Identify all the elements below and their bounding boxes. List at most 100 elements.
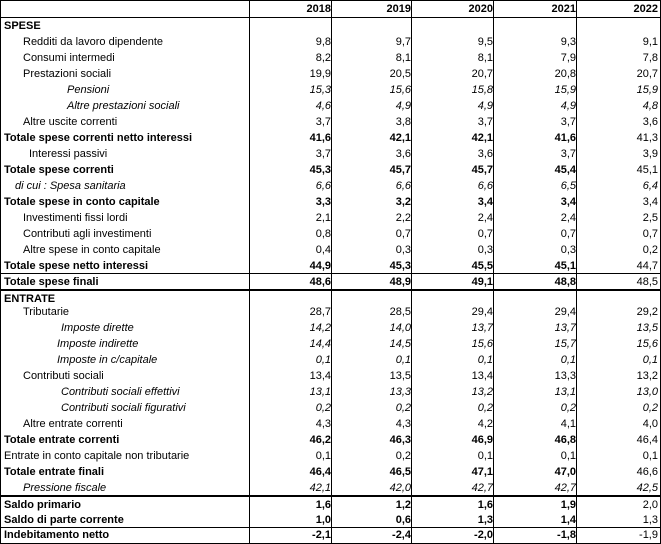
table-row: Contributi sociali effettivi 13,1 13,3 1… [1, 384, 660, 400]
cell-value: 45,1 [636, 164, 658, 176]
total-row: Totale spese in conto capitale 3,3 3,2 3… [1, 194, 660, 210]
cell-value: 8,2 [315, 52, 331, 64]
cell-value: 3,4 [560, 196, 576, 208]
cell-value: 3,4 [477, 196, 493, 208]
cell-value: 42,0 [389, 482, 411, 494]
cell-value: 13,5 [636, 322, 658, 334]
row-divider [1, 273, 660, 274]
cell-value: 6,5 [560, 180, 576, 192]
cell-value: 4,8 [642, 100, 658, 112]
column-divider [411, 1, 412, 543]
cell-value: 20,5 [389, 68, 411, 80]
year-header: 2020 [468, 3, 493, 15]
cell-value: 1,6 [477, 499, 493, 511]
table-row: Imposte indirette 14,4 14,5 15,6 15,7 15… [1, 336, 660, 352]
cell-value: 13,1 [554, 386, 576, 398]
table-row: Contributi agli investimenti 0,8 0,7 0,7… [1, 226, 660, 242]
cell-value: 4,0 [642, 418, 658, 430]
cell-value: 2,5 [642, 212, 658, 224]
cell-value: 48,9 [389, 276, 411, 288]
cell-value: 13,2 [471, 386, 493, 398]
row-label: ENTRATE [4, 293, 56, 305]
table-row: Altre entrate correnti 4,3 4,3 4,2 4,1 4… [1, 416, 660, 432]
cell-value: 0,1 [560, 450, 576, 462]
cell-value: 0,3 [395, 244, 411, 256]
cell-value: 0,1 [642, 354, 658, 366]
cell-value: 1,6 [315, 499, 331, 511]
cell-value: 3,6 [477, 148, 493, 160]
cell-value: 8,1 [477, 52, 493, 64]
cell-value: 6,6 [315, 180, 331, 192]
cell-value: 14,5 [389, 338, 411, 350]
cell-value: 0,2 [560, 402, 576, 414]
row-label: SPESE [4, 20, 41, 32]
cell-value: 2,2 [395, 212, 411, 224]
cell-value: 3,6 [642, 116, 658, 128]
cell-value: 47,0 [554, 466, 576, 478]
cell-value: 45,7 [389, 164, 411, 176]
row-label: Altre uscite correnti [23, 116, 118, 128]
row-label: Entrate in conto capitale non tributarie [4, 450, 190, 462]
cell-value: 0,2 [395, 450, 411, 462]
table-row: Altre prestazioni sociali 4,6 4,9 4,9 4,… [1, 98, 660, 114]
column-divider [576, 1, 577, 543]
cell-value: 20,7 [636, 68, 658, 80]
cell-value: 4,9 [477, 100, 493, 112]
cell-value: 42,7 [554, 482, 576, 494]
section-title-spese: SPESE [1, 18, 660, 34]
cell-value: 6,6 [395, 180, 411, 192]
cell-value: 9,1 [642, 36, 658, 48]
cell-value: 1,3 [642, 514, 658, 526]
cell-value: 1,2 [395, 499, 411, 511]
cell-value: 15,8 [471, 84, 493, 96]
cell-value: 2,4 [560, 212, 576, 224]
cell-value: 41,3 [636, 132, 658, 144]
row-label: Pensioni [67, 84, 110, 96]
table-row: Consumi intermedi 8,2 8,1 8,1 7,9 7,8 [1, 50, 660, 66]
cell-value: 20,7 [471, 68, 493, 80]
cell-value: 13,0 [636, 386, 658, 398]
table-row: di cui : Spesa sanitaria 6,6 6,6 6,6 6,5… [1, 178, 660, 194]
year-header: 2019 [386, 3, 411, 15]
cell-value: 4,1 [560, 418, 576, 430]
cell-value: 42,1 [389, 132, 411, 144]
cell-value: 7,8 [642, 52, 658, 64]
cell-value: 0,3 [477, 244, 493, 256]
cell-value: 47,1 [471, 466, 493, 478]
cell-value: 13,4 [309, 370, 331, 382]
cell-value: 1,4 [560, 514, 576, 526]
column-divider [249, 1, 250, 543]
row-label: di cui : Spesa sanitaria [15, 180, 126, 192]
cell-value: 6,4 [642, 180, 658, 192]
cell-value: 3,9 [642, 148, 658, 160]
cell-value: 45,5 [471, 260, 493, 272]
row-label: Investimenti fissi lordi [23, 212, 128, 224]
cell-value: 2,1 [315, 212, 331, 224]
cell-value: 2,4 [477, 212, 493, 224]
cell-value: -2,0 [474, 529, 493, 541]
cell-value: 4,3 [395, 418, 411, 430]
table-row: Interessi passivi 3,7 3,6 3,6 3,7 3,9 [1, 146, 660, 162]
cell-value: 0,2 [642, 244, 658, 256]
row-label: Redditi da lavoro dipendente [23, 36, 164, 48]
year-header: 2021 [551, 3, 576, 15]
table-row: Imposte dirette 14,2 14,0 13,7 13,7 13,5 [1, 320, 660, 336]
cell-value: 13,2 [636, 370, 658, 382]
balance-row: Saldo primario 1,6 1,2 1,6 1,9 2,0 [1, 497, 660, 513]
cell-value: 13,3 [389, 386, 411, 398]
header-divider [1, 17, 660, 18]
column-divider [331, 1, 332, 543]
row-label: Totale entrate finali [4, 466, 105, 478]
row-label: Contributi sociali effettivi [61, 386, 180, 398]
row-label: Interessi passivi [29, 148, 108, 160]
cell-value: 0,1 [395, 354, 411, 366]
cell-value: 4,9 [560, 100, 576, 112]
section-divider [1, 495, 660, 497]
table-row: Altre uscite correnti 3,7 3,8 3,7 3,7 3,… [1, 114, 660, 130]
cell-value: 6,6 [477, 180, 493, 192]
cell-value: 13,4 [471, 370, 493, 382]
row-label: Prestazioni sociali [23, 68, 112, 80]
cell-value: 15,6 [471, 338, 493, 350]
year-header: 2018 [306, 3, 331, 15]
year-header: 2022 [633, 3, 658, 15]
